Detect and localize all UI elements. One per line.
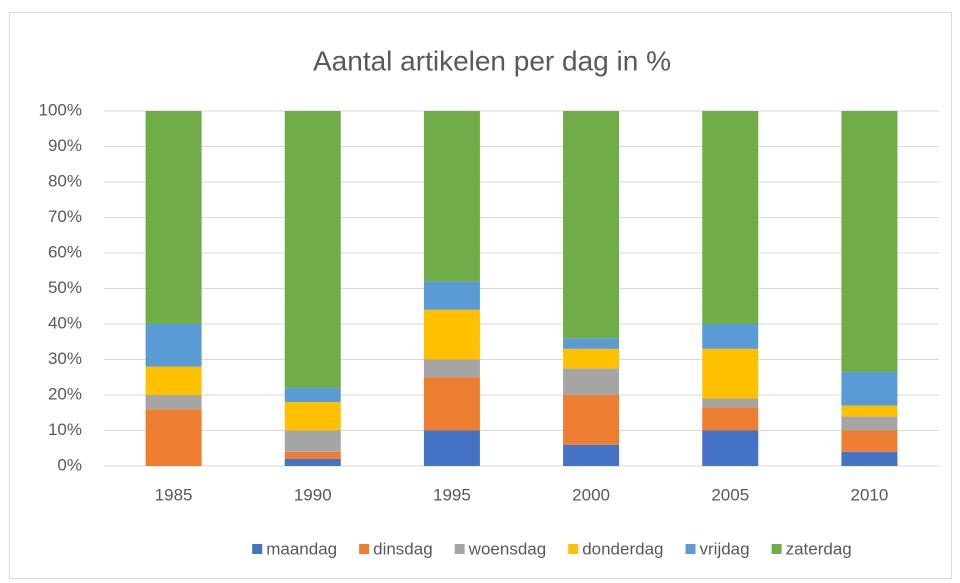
legend-swatch	[252, 544, 263, 554]
bar-segment	[145, 366, 202, 395]
x-tick-label: 2010	[851, 485, 889, 504]
bar-segment	[284, 387, 341, 403]
y-tick-label: 50%	[48, 278, 82, 297]
bar-segment	[423, 111, 480, 282]
legend-label: zaterdag	[786, 539, 852, 558]
bar-segment	[563, 444, 620, 466]
legend-label: woensdag	[468, 539, 547, 558]
y-tick-label: 90%	[48, 136, 82, 155]
bar-segment	[423, 359, 480, 378]
legend-label: maandag	[266, 539, 337, 558]
bar-segment	[702, 324, 759, 349]
x-tick-label: 2005	[711, 485, 749, 504]
bar-segment	[145, 409, 202, 466]
bar-segment	[145, 324, 202, 367]
y-tick-label: 30%	[48, 349, 82, 368]
y-tick-label: 10%	[48, 420, 82, 439]
legend-swatch	[359, 544, 370, 554]
legend-swatch	[685, 544, 696, 554]
bar-segment	[841, 111, 898, 372]
bar-segment	[284, 458, 341, 466]
bar-segment	[563, 395, 620, 445]
legend-label: dinsdag	[373, 539, 433, 558]
x-tick-label: 1985	[155, 485, 193, 504]
bar-segment	[423, 281, 480, 310]
legend-swatch	[771, 544, 782, 554]
bar-segment	[841, 430, 898, 452]
bar-segment	[702, 407, 759, 431]
y-tick-label: 0%	[57, 455, 82, 474]
legend-swatch	[568, 544, 579, 554]
bar-segment	[284, 402, 341, 431]
legend-label: donderdag	[582, 539, 663, 558]
bar-segment	[841, 405, 898, 417]
legend-label: vrijdag	[700, 539, 750, 558]
bar-segment	[284, 111, 341, 388]
y-tick-label: 70%	[48, 207, 82, 226]
bar-segment	[563, 348, 620, 369]
bar-segment	[145, 395, 202, 410]
x-tick-label: 2000	[572, 485, 610, 504]
bar-segment	[702, 398, 759, 408]
y-tick-label: 100%	[39, 100, 82, 119]
bar-segment	[563, 368, 620, 395]
x-tick-label: 1990	[294, 485, 332, 504]
bar-segment	[284, 451, 341, 459]
bar-segment	[841, 451, 898, 466]
y-tick-label: 80%	[48, 171, 82, 190]
bar-segment	[423, 377, 480, 431]
y-tick-label: 20%	[48, 384, 82, 403]
bar-segment	[702, 430, 759, 466]
legend-swatch	[454, 544, 465, 554]
y-tick-label: 40%	[48, 313, 82, 332]
bar-segment	[284, 430, 341, 452]
y-tick-label: 60%	[48, 242, 82, 261]
bar-segment	[563, 338, 620, 349]
bar-segment	[841, 416, 898, 431]
bar-segment	[702, 348, 759, 399]
bar-segment	[423, 430, 480, 466]
bar-segment	[563, 111, 620, 339]
bar-segment	[145, 111, 202, 324]
x-tick-label: 1995	[433, 485, 471, 504]
bar-segment	[702, 111, 759, 324]
bar-segment	[423, 309, 480, 360]
bar-segment	[841, 371, 898, 406]
chart-title: Aantal artikelen per dag in %	[313, 45, 671, 76]
